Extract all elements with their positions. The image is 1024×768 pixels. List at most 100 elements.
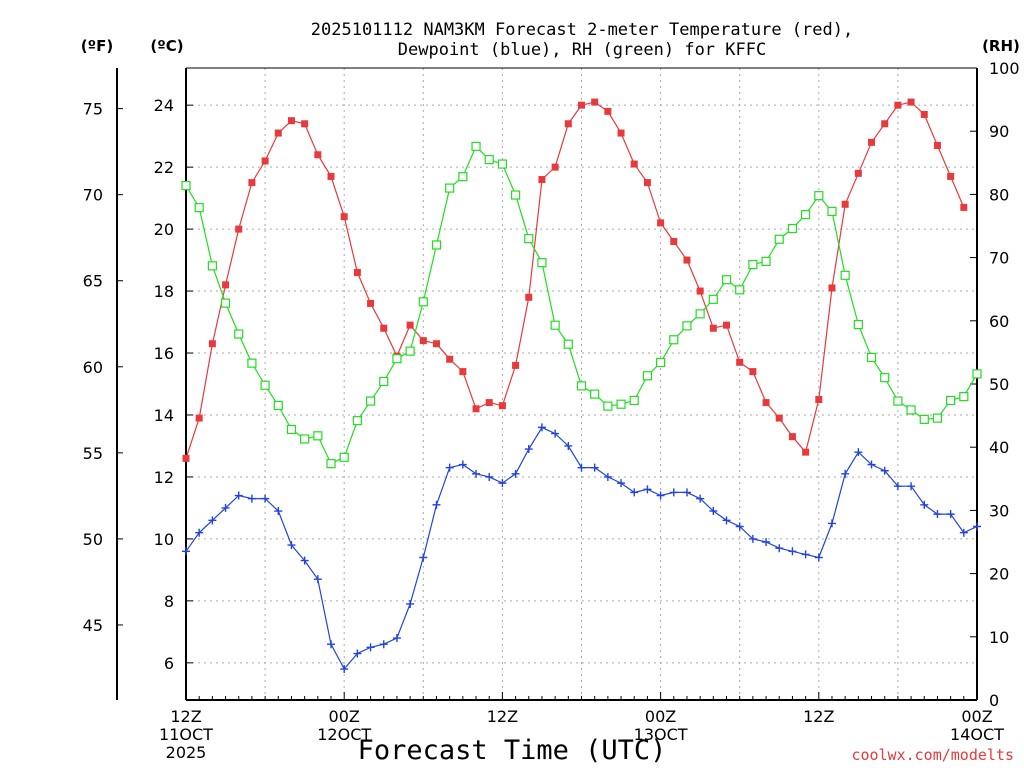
relative-humidity-point [616, 399, 626, 409]
temperature-point [432, 340, 440, 348]
temperature-point [538, 176, 546, 184]
relative-humidity-point [471, 141, 481, 151]
dewpoint-point [195, 528, 204, 537]
relative-humidity-point [748, 259, 758, 270]
temperature-point [775, 414, 783, 422]
temperature-point [881, 120, 889, 128]
dewpoint-point [379, 640, 388, 649]
relative-humidity-point [853, 319, 863, 330]
dewpoint-point [669, 488, 678, 497]
relative-humidity-point [286, 424, 297, 435]
temperature-point [670, 237, 678, 245]
temperature-point [578, 101, 585, 109]
celsius-tick-label: 14 [154, 406, 174, 425]
dewpoint-point [788, 547, 797, 556]
dewpoint-point [221, 503, 230, 512]
x-tick-label: 00Z [329, 707, 360, 726]
relative-humidity-point [919, 414, 929, 424]
temperature-point [736, 358, 744, 366]
temperature-point [960, 203, 968, 211]
celsius-unit-label: (ºC) [150, 37, 183, 55]
relative-humidity-point [906, 405, 916, 415]
relative-humidity-point [313, 431, 323, 441]
temperature-point [947, 172, 955, 180]
fahrenheit-tick-label: 55 [83, 444, 103, 463]
x-tick-label: 00Z [645, 707, 676, 726]
temperature-point [512, 361, 520, 369]
temperature-point [815, 395, 823, 403]
temperature-point [261, 157, 269, 165]
temperature-point [301, 120, 309, 128]
relative-humidity-point [603, 401, 613, 411]
relative-humidity-point [866, 352, 877, 363]
relative-humidity-point [326, 459, 336, 469]
temperature-point [696, 287, 704, 295]
celsius-tick-label: 16 [154, 344, 174, 363]
dewpoint-point [762, 538, 771, 546]
temperature-point [419, 337, 427, 345]
temperature-point [841, 200, 849, 208]
dewpoint-point [261, 494, 270, 503]
fahrenheit-unit-label: (ºF) [81, 37, 113, 55]
dewpoint-point [748, 534, 757, 543]
chart-title-line2: Dewpoint (blue), RH (green) for KFFC [398, 40, 766, 60]
dewpoint-point [893, 482, 902, 491]
fahrenheit-tick-label: 50 [83, 530, 103, 549]
rh-tick-label: 80 [989, 185, 1009, 204]
dewpoint-point [630, 488, 639, 497]
relative-humidity-point [827, 206, 837, 217]
relative-humidity-point [629, 395, 639, 406]
dewpoint-point [841, 469, 850, 478]
temperature-point [287, 117, 295, 125]
dewpoint-point [775, 544, 784, 553]
temperature-point [920, 110, 928, 118]
rh-tick-label: 0 [989, 691, 999, 710]
relative-humidity-point [880, 373, 890, 383]
dewpoint-point [340, 665, 349, 674]
rh-tick-label: 30 [989, 501, 1009, 520]
fahrenheit-tick-label: 45 [83, 616, 103, 635]
temperature-point [788, 433, 796, 441]
dewpoint-point [801, 550, 810, 559]
celsius-tick-label: 12 [154, 468, 174, 487]
temperature-point [762, 399, 770, 407]
axis-ticks: 6 8 10 12 14 16 18 20 22 24 45 50 55 60 65 70 75 0 10 20 30 4… [83, 59, 1020, 762]
celsius-tick-label: 22 [154, 158, 174, 177]
temperature-point [564, 120, 572, 128]
dewpoint-point [537, 423, 546, 432]
temperature-point [195, 414, 203, 422]
temperature-point [604, 107, 612, 115]
dewpoint-point [920, 500, 929, 509]
relative-humidity-point [458, 172, 468, 182]
dewpoint-point [590, 463, 599, 472]
rh-tick-label: 10 [989, 628, 1009, 647]
temperature-line [185, 101, 965, 459]
dewpoint-point [392, 634, 401, 643]
fahrenheit-tick-label: 60 [83, 358, 103, 377]
relative-humidity-point [247, 358, 257, 368]
source-credit: coolwx.com/modelts [851, 746, 1014, 764]
temperature-point [274, 129, 282, 137]
temperature-point [459, 368, 467, 376]
dewpoint-point [946, 510, 955, 519]
rh-tick-label: 70 [989, 249, 1009, 268]
rh-tick-label: 40 [989, 438, 1009, 457]
relative-humidity-point [392, 354, 402, 364]
rh-tick-label: 60 [989, 312, 1009, 331]
dewpoint-point [814, 553, 823, 562]
relative-humidity-point [669, 335, 679, 345]
x-tick-label: 11OCT [159, 725, 213, 744]
relative-humidity-point [510, 190, 521, 200]
temperature-point [683, 256, 691, 264]
dewpoint-point [458, 460, 467, 469]
relative-humidity-point [946, 395, 956, 406]
dewpoint-point [366, 643, 375, 652]
fahrenheit-tick-label: 65 [83, 272, 103, 291]
dewpoint-point [709, 507, 718, 516]
relative-humidity-point [418, 297, 428, 307]
relative-humidity-point [431, 240, 442, 250]
dewpoint-point [973, 522, 981, 531]
dewpoint-point [327, 640, 336, 649]
relative-humidity-point [695, 309, 705, 319]
dewpoint-point [485, 472, 494, 481]
